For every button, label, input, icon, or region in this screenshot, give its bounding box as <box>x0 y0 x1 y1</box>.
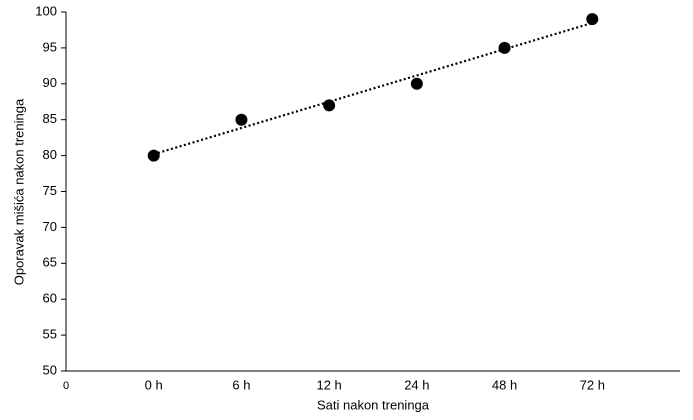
y-tick-label: 60 <box>43 291 57 306</box>
x-axis-label: Sati nakon treninga <box>317 397 430 412</box>
x-tick-label: 12 h <box>316 377 341 392</box>
trendline <box>153 21 593 156</box>
x-tick-label: 0 h <box>145 377 163 392</box>
x-tick-label: 48 h <box>492 377 517 392</box>
data-point <box>586 13 599 26</box>
data-point <box>323 99 336 112</box>
x-origin-label: 0 <box>63 380 69 392</box>
x-tick-label: 6 h <box>232 377 250 392</box>
data-point <box>410 77 423 90</box>
y-tick-label: 65 <box>43 255 57 270</box>
x-tick-label: 24 h <box>404 377 429 392</box>
y-tick-label: 95 <box>43 39 57 54</box>
y-tick-label: 100 <box>35 3 57 18</box>
x-tick-label: 72 h <box>580 377 605 392</box>
y-tick-label: 85 <box>43 111 57 126</box>
data-point <box>147 149 160 162</box>
y-tick-label: 80 <box>43 147 57 162</box>
y-axis-label: Oporavak mišića nakon treninga <box>11 98 26 285</box>
y-tick-label: 90 <box>43 75 57 90</box>
data-point <box>498 41 511 54</box>
data-point <box>235 113 248 126</box>
y-tick-label: 50 <box>43 362 57 377</box>
y-tick-label: 75 <box>43 183 57 198</box>
y-tick-label: 70 <box>43 219 57 234</box>
y-tick-label: 55 <box>43 327 57 342</box>
